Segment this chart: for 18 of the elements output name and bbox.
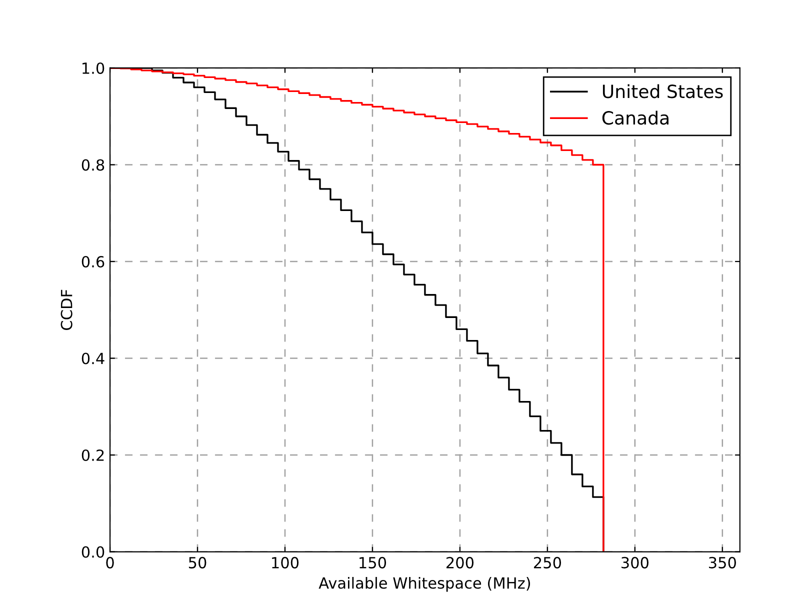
legend-label: United States [602, 84, 723, 98]
x-tick-label: 200 [446, 556, 474, 568]
y-tick-label: 0.4 [82, 352, 104, 364]
y-tick-label: 0.6 [82, 256, 104, 268]
y-tick-label: 0.8 [82, 159, 104, 171]
y-tick-label: 0.0 [82, 546, 104, 558]
x-tick-label: 100 [272, 556, 299, 568]
y-axis-title: CCDF [60, 290, 72, 330]
x-tick-label: 300 [622, 556, 648, 568]
x-axis-title: Available Whitespace (MHz) [318, 576, 530, 592]
legend-label: Canada [602, 110, 668, 125]
x-tick-label: 150 [360, 556, 386, 568]
x-tick-label: 50 [188, 556, 206, 568]
x-tick-label: 0 [106, 556, 114, 568]
x-tick-label: 350 [708, 556, 736, 568]
y-tick-label: 1.0 [82, 62, 104, 74]
x-tick-label: 250 [534, 556, 562, 568]
y-tick-label: 0.2 [82, 449, 104, 462]
